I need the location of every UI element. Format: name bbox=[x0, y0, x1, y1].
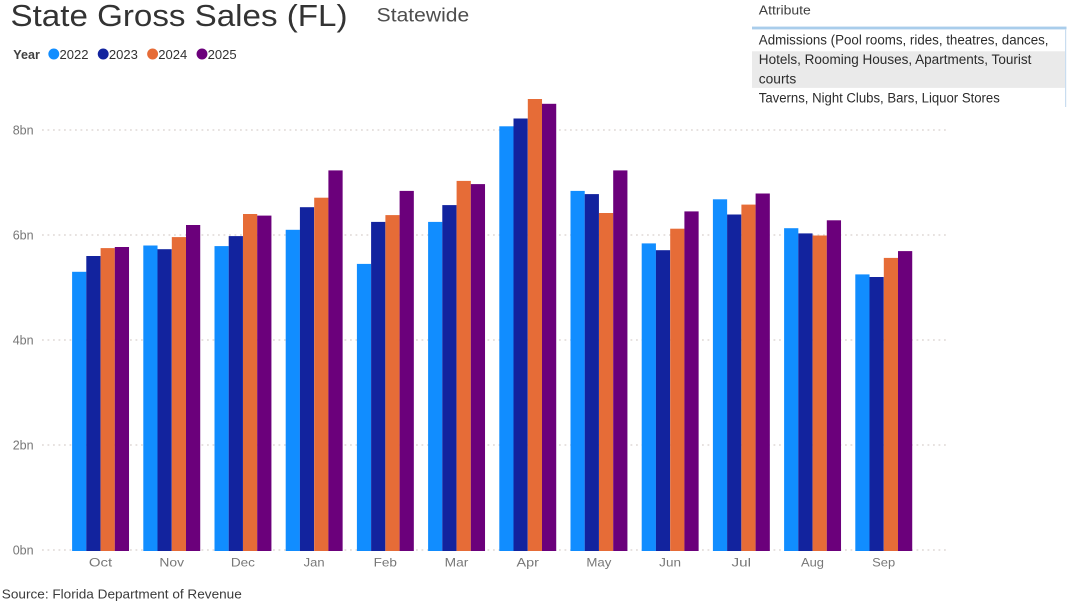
svg-text:Aug: Aug bbox=[801, 555, 824, 569]
svg-text:Jun: Jun bbox=[659, 555, 681, 569]
svg-text:Jul: Jul bbox=[732, 555, 752, 569]
svg-text:6bn: 6bn bbox=[13, 229, 34, 243]
svg-text:0bn: 0bn bbox=[13, 544, 34, 558]
svg-text:State Gross Sales (FL): State Gross Sales (FL) bbox=[11, 0, 348, 33]
svg-text:Apr: Apr bbox=[517, 555, 539, 569]
svg-text:Statewide: Statewide bbox=[377, 5, 470, 27]
svg-text:Attribute: Attribute bbox=[759, 4, 811, 18]
svg-text:8bn: 8bn bbox=[13, 124, 34, 138]
svg-text:2022: 2022 bbox=[60, 47, 89, 62]
svg-text:Year: Year bbox=[13, 47, 40, 62]
svg-text:May: May bbox=[586, 555, 611, 569]
svg-text:4bn: 4bn bbox=[13, 334, 34, 348]
svg-text:courts: courts bbox=[759, 72, 797, 87]
svg-text:Oct: Oct bbox=[89, 555, 113, 569]
svg-text:2025: 2025 bbox=[208, 47, 237, 62]
svg-text:2024: 2024 bbox=[158, 47, 187, 62]
svg-text:Mar: Mar bbox=[445, 555, 469, 569]
svg-text:Dec: Dec bbox=[231, 555, 255, 569]
svg-text:Nov: Nov bbox=[159, 555, 184, 569]
svg-text:Feb: Feb bbox=[374, 555, 398, 569]
svg-text:Hotels, Rooming Houses, Apartm: Hotels, Rooming Houses, Apartments, Tour… bbox=[759, 52, 1032, 67]
svg-text:Sep: Sep bbox=[872, 555, 895, 569]
svg-text:Jan: Jan bbox=[304, 555, 325, 569]
svg-text:Source: Florida Department of: Source: Florida Department of Revenue bbox=[2, 587, 242, 602]
svg-text:Taverns, Night Clubs, Bars, Li: Taverns, Night Clubs, Bars, Liquor Store… bbox=[759, 90, 1000, 105]
svg-text:Admissions (Pool rooms, rides,: Admissions (Pool rooms, rides, theatres,… bbox=[759, 33, 1049, 48]
svg-text:2bn: 2bn bbox=[13, 439, 34, 453]
svg-text:2023: 2023 bbox=[109, 47, 138, 62]
